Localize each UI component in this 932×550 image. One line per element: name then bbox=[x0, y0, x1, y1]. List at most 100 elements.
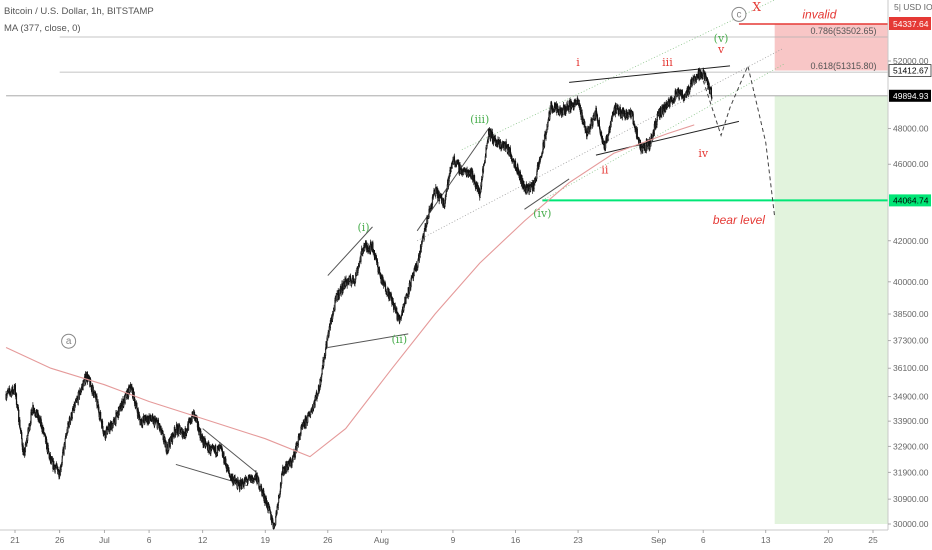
wave-ii-line bbox=[327, 333, 409, 348]
candle-body bbox=[85, 379, 87, 384]
x-tick-label: Aug bbox=[374, 535, 389, 545]
candle-body bbox=[47, 444, 49, 449]
candle-body bbox=[536, 173, 538, 180]
wave-iv-line bbox=[524, 178, 570, 210]
price-tag-label: 51412.67 bbox=[893, 66, 929, 76]
x-tick-label: Jul bbox=[99, 535, 110, 545]
candle-body bbox=[417, 260, 419, 268]
candle-body bbox=[27, 435, 29, 441]
candle-body bbox=[543, 134, 546, 147]
candles bbox=[5, 67, 713, 531]
candle-body bbox=[64, 438, 66, 447]
wave-label-v: v bbox=[717, 43, 725, 56]
y-tick-label: 33900.00 bbox=[893, 416, 929, 426]
wave-label-v: (v) bbox=[714, 32, 729, 45]
projection-path bbox=[702, 64, 776, 218]
candle-body bbox=[596, 111, 598, 115]
y-tick-label: 31900.00 bbox=[893, 467, 929, 477]
channel-mid-dotted bbox=[417, 47, 784, 242]
x-tick-label: 12 bbox=[198, 535, 208, 545]
candle-body bbox=[517, 168, 520, 172]
candle-body bbox=[14, 384, 16, 395]
y-tick-label: 37300.00 bbox=[893, 336, 929, 346]
price-tag-bg bbox=[889, 194, 931, 207]
invalid-zone bbox=[774, 23, 888, 71]
y-tick-label: 30900.00 bbox=[893, 494, 929, 504]
candle-body bbox=[100, 412, 102, 420]
candle-body bbox=[610, 120, 612, 125]
candle-body bbox=[78, 394, 81, 399]
wave-label-c: c bbox=[736, 9, 741, 20]
candle-body bbox=[711, 96, 713, 99]
y-tick-label: 52000.00 bbox=[893, 56, 929, 66]
x-tick-label: 6 bbox=[147, 535, 152, 545]
candle-body bbox=[587, 128, 590, 133]
candle-body bbox=[453, 156, 456, 161]
triangle-lower bbox=[595, 120, 740, 156]
wave-label-iv: (iv) bbox=[533, 207, 551, 220]
wave-a-line bbox=[202, 428, 257, 473]
annotation-3: 0.618(51315.80) bbox=[810, 61, 876, 71]
candle-body bbox=[129, 387, 131, 393]
candle-body bbox=[579, 104, 581, 113]
candle-body bbox=[510, 154, 513, 159]
x-tick-label: 26 bbox=[323, 535, 333, 545]
candle-body bbox=[258, 479, 260, 489]
candle-body bbox=[585, 128, 587, 133]
candle-body bbox=[486, 145, 488, 149]
price-tag-bg bbox=[889, 89, 931, 102]
candle-body bbox=[281, 473, 283, 484]
candle-body bbox=[220, 445, 222, 449]
wave-label-ii: (ii) bbox=[392, 333, 408, 346]
y-tick-label: 32900.00 bbox=[893, 441, 929, 451]
candle-body bbox=[285, 466, 288, 472]
y-tick-label: 40000.00 bbox=[893, 277, 929, 287]
y-tick-label: 46000.00 bbox=[893, 159, 929, 169]
target-zone bbox=[774, 95, 888, 524]
y-tick-label: 30000.00 bbox=[893, 519, 929, 529]
channel-lower-dotted bbox=[542, 63, 784, 201]
x-tick-label: 23 bbox=[573, 535, 583, 545]
y-tick-label: 34900.00 bbox=[893, 392, 929, 402]
candle-body bbox=[547, 121, 549, 127]
candle-body bbox=[364, 247, 366, 251]
candle-body bbox=[260, 486, 263, 490]
x-tick-label: 9 bbox=[451, 535, 456, 545]
candle-body bbox=[421, 237, 424, 242]
candle-body bbox=[56, 466, 59, 470]
candle-body bbox=[376, 259, 378, 263]
wave-label-ii: ii bbox=[601, 163, 609, 176]
wave-label-i: i bbox=[576, 56, 580, 69]
candle-body bbox=[165, 441, 167, 452]
candle-body bbox=[120, 409, 122, 412]
candle-body bbox=[92, 386, 94, 392]
x-tick-label: 16 bbox=[511, 535, 521, 545]
annotation-2: 0.786(53502.65) bbox=[810, 26, 876, 36]
wave-label-iv: iv bbox=[698, 147, 709, 160]
symbol-title: Bitcoin / U.S. Dollar, 1h, BITSTAMP bbox=[4, 6, 154, 17]
wave-label-iii: (iii) bbox=[470, 113, 489, 126]
candle-body bbox=[313, 403, 315, 409]
annotation-1: bear level bbox=[713, 213, 765, 227]
wave-i-line bbox=[327, 226, 373, 276]
candle-body bbox=[71, 410, 73, 418]
channel-upper-dotted bbox=[461, 0, 776, 151]
wave-label-X: X bbox=[753, 0, 762, 14]
x-tick-label: 25 bbox=[868, 535, 878, 545]
x-tick-label: 13 bbox=[761, 535, 771, 545]
y-tick-label: 36100.00 bbox=[893, 363, 929, 373]
y-tick-label: 38500.00 bbox=[893, 309, 929, 319]
y-tick-label: 48000.00 bbox=[893, 123, 929, 133]
wave-iii-line bbox=[416, 128, 490, 232]
x-tick-label: 21 bbox=[10, 535, 20, 545]
candle-body bbox=[323, 361, 325, 366]
candle-body bbox=[423, 230, 425, 240]
price-tag-label: 54337.64 bbox=[893, 19, 929, 29]
price-tag-bg bbox=[889, 17, 931, 30]
price-tag-label: 49894.93 bbox=[893, 91, 929, 101]
candle-body bbox=[215, 445, 217, 455]
wave-label-circle-0 bbox=[61, 333, 77, 349]
wave-label-iii: iii bbox=[662, 56, 673, 69]
x-tick-label: 20 bbox=[824, 535, 834, 545]
